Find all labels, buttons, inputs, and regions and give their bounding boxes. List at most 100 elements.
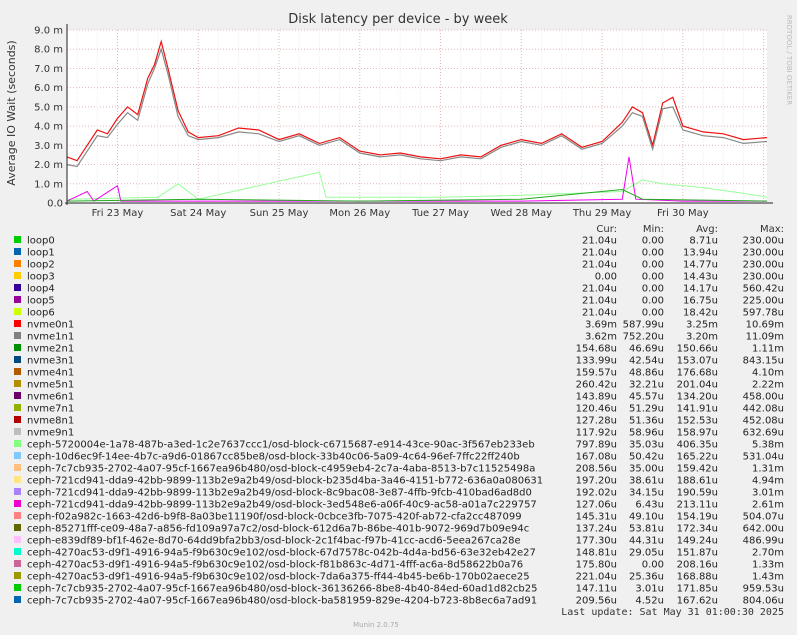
y-tick-label: 0.0	[47, 199, 63, 210]
legend-avg: 213.11u	[677, 500, 718, 511]
legend-cur: 3.69m	[585, 320, 617, 331]
legend-min: 48.86u	[629, 368, 664, 379]
legend-max: 452.08u	[743, 416, 784, 427]
legend-max: 230.00u	[743, 260, 784, 271]
legend-name: ceph-85271fff-ce09-48a7-a856-fd109a97a7c…	[27, 524, 529, 535]
legend-min: 752.20u	[623, 332, 664, 343]
legend-min: 0.00	[642, 260, 664, 271]
legend-name: nvme1n1	[27, 332, 74, 343]
legend-name: ceph-721cd941-dda9-42bb-9899-113b2e9a2b4…	[27, 500, 537, 511]
legend-min: 0.00	[642, 248, 664, 259]
legend-name: nvme5n1	[27, 380, 74, 391]
legend-min: 587.99u	[623, 320, 664, 331]
legend-min: 6.43u	[635, 500, 664, 511]
legend-max: 531.04u	[743, 452, 784, 463]
legend-avg: 151.87u	[677, 548, 718, 559]
series-line-ceph-7c7cb935-2702-4a07-95cf-1667ea96b480/osd-block-36136266-8be8-4b40-84ed-60ad1d82cb25	[66, 188, 768, 202]
legend-avg: 141.91u	[677, 404, 718, 415]
legend-row: ceph-f02a982c-1663-42d6-b9f8-8a03be11190…	[14, 512, 784, 523]
legend-swatch	[14, 524, 21, 531]
legend-name: ceph-f02a982c-1663-42d6-b9f8-8a03be11190…	[27, 512, 522, 523]
legend-name: nvme9n1	[27, 428, 74, 439]
y-tick-label: 6.0 m	[34, 83, 63, 94]
legend-max: 3.01m	[752, 488, 784, 499]
legend-cur: 3.62m	[585, 332, 617, 343]
y-tick-label: 9.0 m	[34, 26, 63, 37]
legend-header-max: Max:	[760, 224, 784, 235]
legend-row: ceph-10d6ec9f-14ee-4b7c-a9d6-01867cc85be…	[14, 452, 784, 463]
legend-swatch	[14, 392, 21, 399]
legend-avg: 168.88u	[677, 572, 718, 583]
legend-avg: 165.22u	[677, 452, 718, 463]
legend-avg: 171.85u	[677, 584, 718, 595]
legend-avg: 149.24u	[677, 536, 718, 547]
legend-max: 4.94m	[752, 476, 784, 487]
legend-avg: 14.43u	[683, 272, 718, 283]
legend-name: nvme6n1	[27, 392, 74, 403]
x-tick-label: Fri 30 May	[657, 208, 709, 219]
legend-min: 42.54u	[629, 356, 664, 367]
legend-cur: 192.02u	[576, 488, 617, 499]
legend-header-cur: Cur:	[596, 224, 617, 235]
legend-name: ceph-7c7cb935-2702-4a07-95cf-1667ea96b48…	[27, 596, 537, 607]
legend-row: ceph-5720004e-1a78-487b-a3ed-1c2e7637ccc…	[14, 440, 784, 451]
legend-row: ceph-4270ac53-d9f1-4916-94a5-f9b630c9e10…	[14, 548, 784, 559]
legend-cur: 133.99u	[576, 356, 617, 367]
legend-name: nvme4n1	[27, 368, 74, 379]
legend-cur: 148.81u	[576, 548, 617, 559]
legend-min: 35.00u	[629, 464, 664, 475]
legend-avg: 18.42u	[683, 308, 718, 319]
legend-max: 230.00u	[743, 272, 784, 283]
legend-cur: 120.46u	[576, 404, 617, 415]
legend-avg: 152.53u	[677, 416, 718, 427]
legend-min: 3.01u	[635, 584, 664, 595]
legend-row: ceph-7c7cb935-2702-4a07-95cf-1667ea96b48…	[14, 464, 784, 475]
legend-cur: 797.89u	[576, 440, 617, 451]
legend-max: 804.06u	[743, 596, 784, 607]
legend-cur: 127.06u	[576, 500, 617, 511]
legend-max: 632.69u	[743, 428, 784, 439]
legend-row: nvme6n1 143.89u 45.57u 134.20u 458.00u	[14, 392, 784, 403]
legend-swatch	[14, 476, 21, 483]
legend-cur: 177.30u	[576, 536, 617, 547]
y-tick-label: 7.0 m	[34, 64, 63, 75]
legend-max: 1.33m	[752, 560, 784, 571]
legend-min: 0.00	[642, 272, 664, 283]
legend-swatch	[14, 416, 21, 423]
series-lines	[66, 39, 768, 202]
legend-max: 486.99u	[743, 536, 784, 547]
legend-row: nvme5n1 260.42u 32.21u 201.04u 2.22m	[14, 380, 784, 391]
legend-swatch	[14, 236, 21, 243]
legend-cur: 127.28u	[576, 416, 617, 427]
legend-name: loop2	[27, 260, 55, 271]
legend-avg: 190.59u	[677, 488, 718, 499]
legend-max: 5.38m	[752, 440, 784, 451]
legend-avg: 154.19u	[677, 512, 718, 523]
legend-cur: 143.89u	[576, 392, 617, 403]
legend-header-min: Min:	[643, 224, 664, 235]
legend-max: 1.31m	[752, 464, 784, 475]
legend-row: nvme8n1 127.28u 51.36u 152.53u 452.08u	[14, 416, 784, 427]
legend-swatch	[14, 560, 21, 567]
legend-max: 230.00u	[743, 248, 784, 259]
legend-min: 51.36u	[629, 416, 664, 427]
last-update-text: Last update: Sat May 31 01:00:30 2025	[561, 607, 784, 618]
legend-avg: 188.61u	[677, 476, 718, 487]
legend-swatch	[14, 428, 21, 435]
munin-version-footer: Munin 2.0.75	[353, 621, 399, 629]
legend-name: ceph-10d6ec9f-14ee-4b7c-a9d6-01867cc85be…	[27, 452, 520, 463]
legend-cur: 147.11u	[576, 584, 617, 595]
legend-swatch	[14, 296, 21, 303]
legend-max: 2.22m	[752, 380, 784, 391]
legend-row: loop0 21.04u 0.00 8.71u 230.00u	[14, 236, 784, 247]
legend-max: 2.70m	[752, 548, 784, 559]
legend-header: Cur: Min: Avg: Max:	[596, 224, 784, 235]
x-tick-labels: Fri 23 May Sat 24 May Sun 25 May Mon 26 May…	[92, 208, 709, 219]
legend-row: ceph-7c7cb935-2702-4a07-95cf-1667ea96b48…	[14, 596, 784, 607]
legend-cur: 21.04u	[582, 284, 617, 295]
legend-name: ceph-4270ac53-d9f1-4916-94a5-f9b630c9e10…	[27, 572, 530, 583]
legend-min: 53.81u	[629, 524, 664, 535]
legend-row: ceph-e839df89-bf1f-462e-8d70-64dd9bfa2bb…	[14, 536, 784, 547]
legend-cur: 145.31u	[576, 512, 617, 523]
